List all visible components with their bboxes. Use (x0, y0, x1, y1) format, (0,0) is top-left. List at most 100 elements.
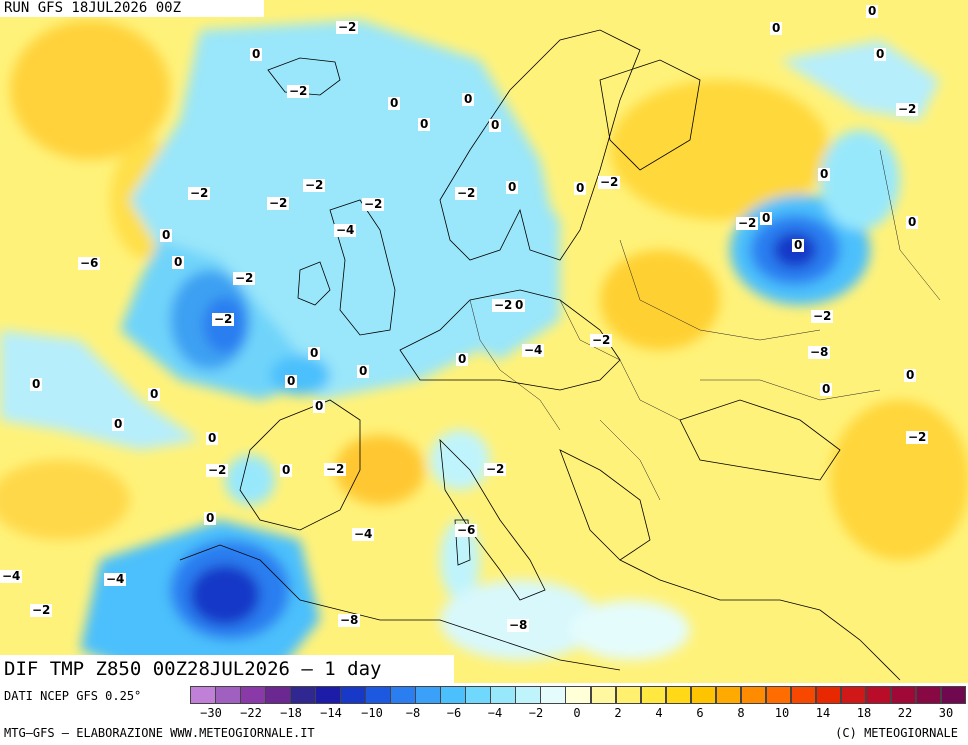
scale-swatch (940, 686, 967, 704)
scale-swatch (290, 686, 316, 704)
scale-swatch (915, 686, 942, 704)
contour-label: −2 (324, 462, 347, 476)
scale-swatch (740, 686, 767, 704)
contour-label: 0 (770, 21, 783, 35)
contour-label: 0 (866, 4, 879, 18)
scale-swatch (265, 686, 291, 704)
contour-label: 0 (818, 167, 831, 181)
contour-label: 0 (280, 463, 293, 477)
contour-label: 0 (820, 382, 833, 396)
contour-label: −4 (104, 572, 127, 586)
contour-label: −2 (492, 298, 515, 312)
scale-swatch (340, 686, 366, 704)
scale-swatch (365, 686, 391, 704)
scale-swatch (765, 686, 792, 704)
scale-tick-label: −4 (487, 706, 503, 720)
footer-credit: MTG—GFS — ELABORAZIONE WWW.METEOGIORNALE… (4, 726, 315, 740)
contour-label: −4 (0, 569, 23, 583)
scale-swatch (690, 686, 717, 704)
contour-label: 0 (456, 352, 469, 366)
contour-label: −2 (303, 178, 326, 192)
scale-swatch (640, 686, 667, 704)
color-scale (190, 686, 967, 706)
contour-label: 0 (160, 228, 173, 242)
run-label: RUN GFS 18JUL2026 00Z (0, 0, 264, 17)
contour-label: −2 (906, 430, 929, 444)
scale-tick-label: −8 (405, 706, 421, 720)
contour-label: −2 (736, 216, 759, 230)
anomaly-shading (0, 20, 968, 680)
scale-tick-label: −18 (280, 706, 302, 720)
scale-swatch (315, 686, 341, 704)
scale-tick-label: −22 (240, 706, 262, 720)
map-caption: DIF TMP Z850 00Z28JUL2026 — 1 day (0, 655, 454, 683)
contour-label: 0 (418, 117, 431, 131)
contour-label: 0 (172, 255, 185, 269)
temperature-anomaly-map (0, 0, 968, 683)
contour-label: 0 (308, 346, 321, 360)
scale-tick-label: −6 (446, 706, 462, 720)
scale-swatch (615, 686, 642, 704)
scale-swatch (840, 686, 867, 704)
contour-label: −4 (522, 343, 545, 357)
scale-tick-label: 4 (655, 706, 663, 720)
scale-swatch (190, 686, 216, 704)
scale-tick-label: 0 (573, 706, 581, 720)
contour-label: 0 (148, 387, 161, 401)
contour-label: 0 (462, 92, 475, 106)
scale-swatch (415, 686, 441, 704)
copyright: (C) METEOGIORNALE (835, 726, 958, 740)
contour-label: −2 (455, 186, 478, 200)
contour-label: −8 (507, 618, 530, 632)
scale-swatch (665, 686, 692, 704)
scale-swatch (890, 686, 917, 704)
scale-swatch (215, 686, 241, 704)
contour-label: −4 (352, 527, 375, 541)
contour-label: 0 (506, 180, 519, 194)
scale-swatch (565, 686, 591, 704)
scale-tick-label: 2 (614, 706, 622, 720)
scale-tick-label: 18 (856, 706, 872, 720)
scale-swatch (390, 686, 416, 704)
scale-swatch (590, 686, 617, 704)
country-borders (469, 149, 941, 501)
contour-label: 0 (250, 47, 263, 61)
contour-label: −6 (78, 256, 101, 270)
contour-label: 0 (906, 215, 919, 229)
contour-label: 0 (388, 96, 401, 110)
scale-swatch (815, 686, 842, 704)
scale-swatch (240, 686, 266, 704)
scale-tick-label: −30 (200, 706, 222, 720)
scale-swatch (515, 686, 541, 704)
contour-label: 0 (112, 417, 125, 431)
contour-label: 0 (489, 118, 502, 132)
scale-swatch (490, 686, 516, 704)
contour-label: −2 (206, 463, 229, 477)
data-source: DATI NCEP GFS 0.25° (4, 689, 142, 703)
contour-label: 0 (204, 511, 217, 525)
scale-tick-label: 30 (938, 706, 954, 720)
contour-label: 0 (904, 368, 917, 382)
contour-label: 0 (792, 238, 805, 252)
scale-swatch (540, 686, 566, 704)
contour-label: 0 (760, 211, 773, 225)
scale-tick-label: 8 (737, 706, 745, 720)
scale-tick-label: 22 (897, 706, 913, 720)
scale-swatch (865, 686, 892, 704)
contour-label: 0 (874, 47, 887, 61)
contour-label: −2 (212, 312, 235, 326)
scale-swatch (790, 686, 817, 704)
contour-label: −2 (590, 333, 613, 347)
contour-label: −8 (808, 345, 831, 359)
contour-label: −8 (338, 613, 361, 627)
contour-label: 0 (313, 399, 326, 413)
contour-label: −2 (30, 603, 53, 617)
contour-label: −2 (287, 84, 310, 98)
legend-panel: DATI NCEP GFS 0.25° −30 −22 −18 −14 −10 −8 −6−… (0, 683, 968, 745)
contour-label: −2 (811, 309, 834, 323)
contour-label: 0 (574, 181, 587, 195)
scale-tick-label: 6 (696, 706, 704, 720)
contour-label: 0 (206, 431, 219, 445)
scale-swatch (465, 686, 491, 704)
scale-tick-label: 10 (774, 706, 790, 720)
